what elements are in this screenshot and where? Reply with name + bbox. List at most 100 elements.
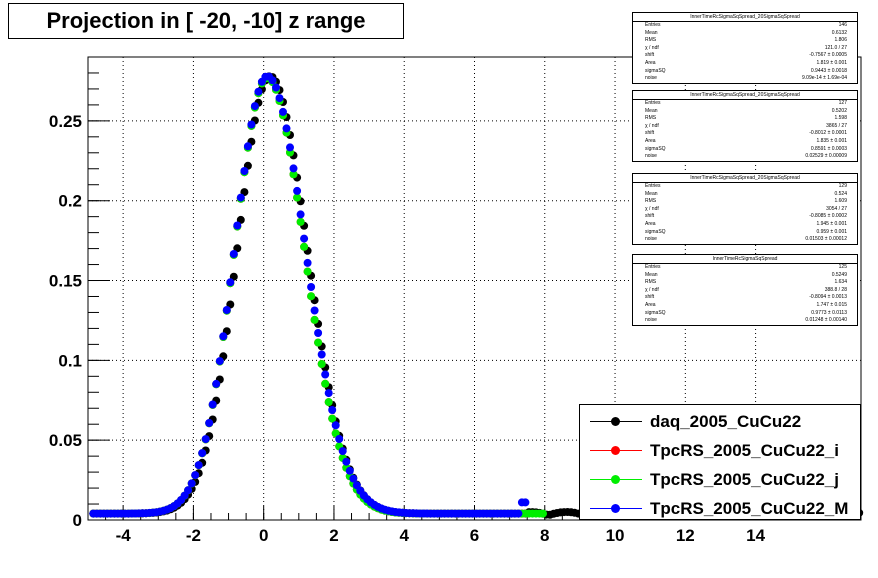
stat-value: 1.634: [834, 279, 847, 286]
x-tick-label: 12: [676, 526, 695, 545]
data-point: [342, 457, 351, 466]
y-tick-label: 0.1: [58, 351, 82, 370]
stat-value: 0.01248 ± 0.00140: [805, 317, 847, 324]
y-tick-label: 0.2: [58, 192, 82, 211]
stat-label: sigmaSQ: [645, 67, 666, 74]
legend-marker: [611, 417, 620, 426]
stat-value: 3054 / 27: [826, 205, 847, 212]
title-box: Projection in [ -20, -10] z range: [8, 3, 404, 39]
data-point: [201, 435, 210, 444]
y-tick-label: 0.25: [49, 112, 82, 131]
stat-box-title: InnerTimeRcSigmaSqSpread: [633, 255, 857, 264]
stat-value: 1.945 ± 0.001: [816, 220, 847, 227]
stat-row: Mean 0.5202: [633, 108, 857, 116]
stat-value: 0.5249: [831, 271, 847, 278]
stat-label: shift: [645, 294, 655, 301]
stat-value: -0.8085 ± 0.0002: [809, 213, 847, 220]
data-point: [539, 509, 547, 518]
stat-row: shift -0.8094 ± 0.0013: [633, 294, 857, 302]
data-point: [328, 406, 337, 414]
x-tick-label: 6: [470, 526, 479, 545]
stat-row: Mean 0.524: [633, 191, 857, 199]
data-point: [226, 278, 235, 287]
stat-box: InnerTimeRcSigmaSqSpread_20SigmaSqSpread…: [632, 90, 858, 162]
data-point: [317, 350, 326, 359]
data-point: [521, 498, 530, 507]
data-point: [219, 332, 228, 341]
stat-value: 0.8591 ± 0.0003: [810, 145, 847, 152]
stat-box: InnerTimeRcSigmaSqSpread Entries 125 Mean 0.…: [632, 254, 858, 326]
stat-label: RMS: [645, 37, 657, 44]
data-point: [321, 379, 330, 388]
stat-box: InnerTimeRcSigmaSqSpread_20SigmaSqSpread…: [632, 12, 858, 84]
stat-value: 121.0 / 27: [824, 44, 847, 51]
stat-value: 129: [838, 183, 847, 189]
data-point: [338, 447, 347, 456]
data-point: [233, 221, 242, 230]
stat-label: noise: [645, 153, 657, 160]
x-tick-label: -4: [116, 526, 132, 545]
stat-value: 0.524: [834, 190, 847, 197]
stat-label: Mean: [645, 107, 658, 114]
x-tick-label: 2: [329, 526, 338, 545]
stat-label: noise: [645, 236, 657, 243]
data-point: [310, 315, 319, 324]
stat-row: RMS 1.806: [633, 37, 857, 45]
stat-box: InnerTimeRcSigmaSqSpread_20SigmaSqSpread…: [632, 173, 858, 245]
data-point: [240, 167, 249, 175]
data-point: [254, 87, 263, 96]
data-point: [279, 107, 287, 116]
x-tick-label: 10: [606, 526, 625, 545]
data-point: [514, 509, 523, 518]
y-tick-label: 0.15: [49, 272, 82, 291]
stat-label: Area: [645, 220, 656, 227]
data-point: [289, 170, 298, 179]
stat-row: shift -0.8012 ± 0.0001: [633, 130, 857, 138]
stat-value: -0.7567 ± 0.0005: [809, 52, 847, 59]
stat-label: shift: [645, 213, 655, 220]
stat-label: χ / ndf: [645, 122, 659, 129]
y-tick-label: 0.05: [49, 431, 82, 450]
stat-box-title: InnerTimeRcSigmaSqSpread_20SigmaSqSpread: [633, 174, 857, 183]
stat-value: 0.9773 ± 0.0113: [811, 309, 847, 316]
stat-row: χ / ndf 3054 / 27: [633, 206, 857, 214]
legend-item: daq_2005_CuCu22: [580, 407, 860, 436]
stat-row: Entries 129: [633, 183, 857, 191]
stat-row: noise 0.02529 ± 0.00009: [633, 153, 857, 161]
stat-label: Area: [645, 137, 656, 144]
data-point: [247, 120, 256, 129]
legend-label: daq_2005_CuCu22: [650, 412, 802, 431]
stat-value: 0.02529 ± 0.00009: [805, 153, 847, 160]
stat-value: 1.819 ± 0.001: [816, 59, 847, 66]
stat-label: χ / ndf: [645, 205, 659, 212]
y-tick-labels: 0 0.05 0.1 0.15 0.2 0.25: [49, 112, 82, 530]
stat-value: 3865 / 27: [826, 122, 847, 129]
data-point: [331, 421, 340, 430]
data-point: [215, 357, 224, 366]
x-tick-label: 14: [746, 526, 765, 545]
stat-row: χ / ndf 388.8 / 28: [633, 287, 857, 295]
legend-marker: [611, 446, 620, 455]
stat-label: sigmaSQ: [645, 145, 666, 152]
data-point: [236, 193, 245, 202]
stat-row: noise 0.01248 ± 0.00140: [633, 317, 857, 325]
legend-item: TpcRS_2005_CuCu22_i: [580, 436, 860, 465]
stat-label: Area: [645, 301, 656, 308]
data-point: [307, 292, 316, 301]
legend-marker: [611, 475, 620, 484]
stat-row: χ / ndf 3865 / 27: [633, 123, 857, 131]
stat-label: sigmaSQ: [645, 228, 666, 235]
x-tick-label: 8: [540, 526, 549, 545]
data-point: [212, 379, 221, 388]
stat-row: Entries 127: [633, 100, 857, 108]
data-point: [205, 419, 214, 427]
stat-value: 0.9443 ± 0.0018: [810, 67, 847, 74]
stat-label: Mean: [645, 190, 658, 197]
stat-label: RMS: [645, 198, 657, 205]
data-point: [303, 258, 312, 267]
stat-label: Entries: [645, 100, 661, 106]
stat-row: Mean 0.6132: [633, 30, 857, 38]
data-point: [345, 466, 354, 475]
data-point: [349, 474, 358, 483]
stat-value: -0.8012 ± 0.0001: [809, 130, 847, 137]
